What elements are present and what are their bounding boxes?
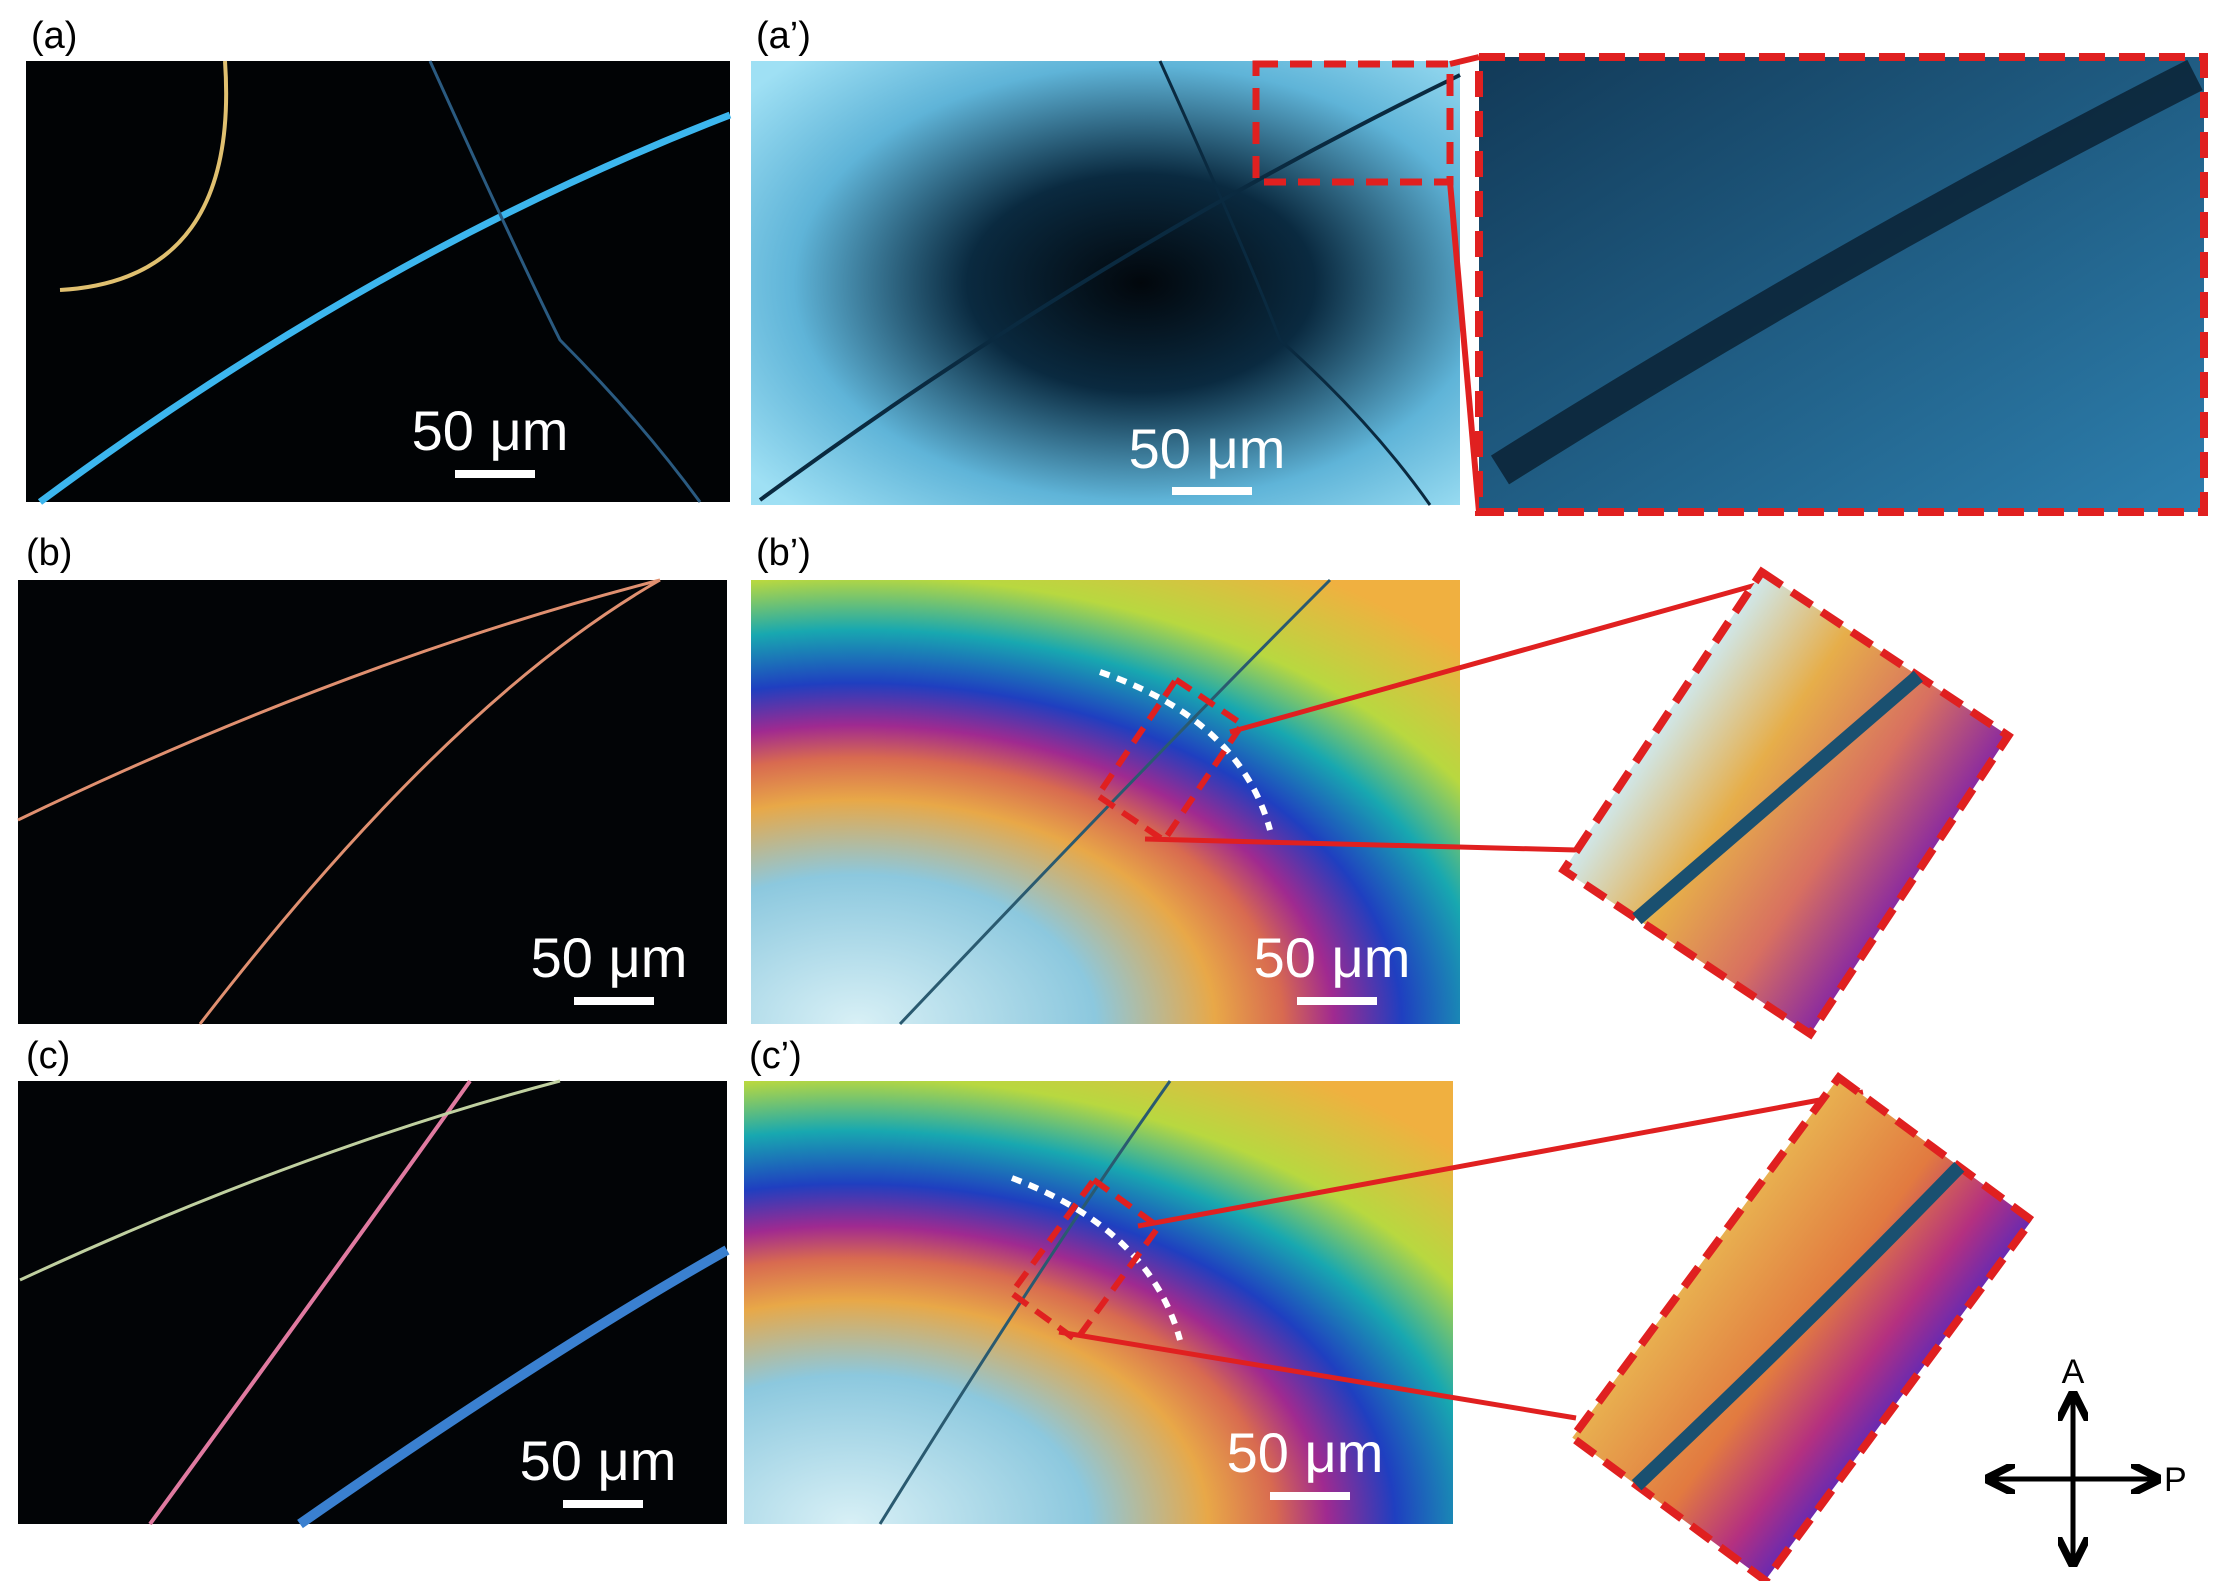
polarizer-label: P <box>2164 1461 2187 1499</box>
scale-label: 50 μm <box>1129 417 1286 480</box>
panel-label: (b’) <box>756 532 811 574</box>
scale-bar <box>563 1500 643 1508</box>
fiber <box>37 111 732 505</box>
fiber <box>198 578 661 1025</box>
connector <box>1144 836 1577 853</box>
connector <box>1058 1329 1577 1421</box>
panel-label: (b) <box>26 532 72 574</box>
analyzer-label: A <box>2062 1353 2085 1391</box>
fiber <box>19 1079 561 1282</box>
fiber <box>1158 60 1432 506</box>
connector <box>1449 54 1480 67</box>
scale-label: 50 μm <box>531 926 688 989</box>
connector <box>1137 1089 1864 1229</box>
scale-label: 50 μm <box>1227 1421 1384 1484</box>
inset <box>1558 566 2014 1040</box>
panel-label: (a’) <box>756 15 811 57</box>
scale-label: 50 μm <box>1254 926 1411 989</box>
fiber <box>758 73 1461 502</box>
micrograph <box>18 580 727 1024</box>
fiber <box>17 578 661 822</box>
panel-label: (c) <box>26 1035 70 1077</box>
scale-bar <box>455 470 535 478</box>
panel-label: (a) <box>31 15 77 57</box>
zoom-box <box>1007 1175 1163 1345</box>
fiber <box>148 1079 472 1526</box>
connector <box>1447 181 1482 513</box>
fiber <box>898 578 1332 1026</box>
micrograph <box>18 1081 727 1524</box>
scale-bar <box>1297 997 1377 1005</box>
connector <box>1229 580 1764 735</box>
zoom-box <box>1252 60 1454 186</box>
scale-label: 50 μm <box>412 399 569 462</box>
scale-label: 50 μm <box>520 1429 677 1492</box>
inset <box>1566 1071 2038 1586</box>
scale-bar <box>1172 487 1252 495</box>
scale-bar <box>1270 1492 1350 1500</box>
fiber <box>297 1245 730 1529</box>
fiber <box>1490 59 2203 485</box>
panel-label: (c’) <box>749 1035 802 1077</box>
micrograph <box>744 1081 1453 1524</box>
zoom-box <box>1093 675 1247 845</box>
scale-bar <box>574 997 654 1005</box>
fiber <box>428 60 702 503</box>
fiber <box>878 1080 1172 1525</box>
guide-arc <box>1010 1175 1183 1341</box>
fiber <box>59 60 229 292</box>
guide-arc <box>1099 669 1273 831</box>
